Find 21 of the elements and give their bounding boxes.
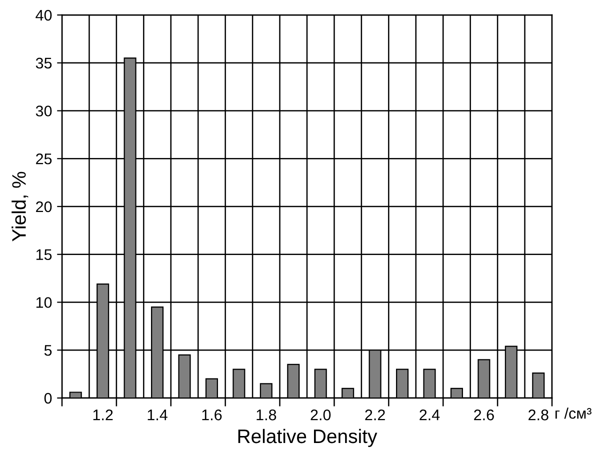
x-tick-label: 2.6 [474,410,494,420]
y-tick-label: 35 [36,58,52,69]
y-tick-label: 25 [36,153,52,164]
x-tick-label: 1.8 [256,410,276,420]
x-axis-title: Relative Density [238,428,378,448]
y-tick-label: 30 [36,106,52,116]
y-tick-label: 10 [36,297,52,308]
x-tick-label: 2.0 [310,410,331,420]
x-tick-label: 2.8 [528,410,548,420]
x-tick-label: 1.6 [202,410,222,420]
y-tick-label: 5 [44,345,52,356]
y-axis-title: Yield, % [12,172,28,242]
y-tick-label: 20 [36,201,52,212]
x-tick-label: 2.4 [420,410,440,420]
y-tick-label: 15 [36,249,52,260]
text: г /см³ [556,408,592,419]
y-tick-label: 40 [36,10,52,21]
y-tick-label: 0 [44,392,52,404]
x-tick-label: 1.4 [148,410,168,420]
x-tick-label: 1.2 [93,410,113,420]
x-tick-label: 2.2 [365,410,385,420]
